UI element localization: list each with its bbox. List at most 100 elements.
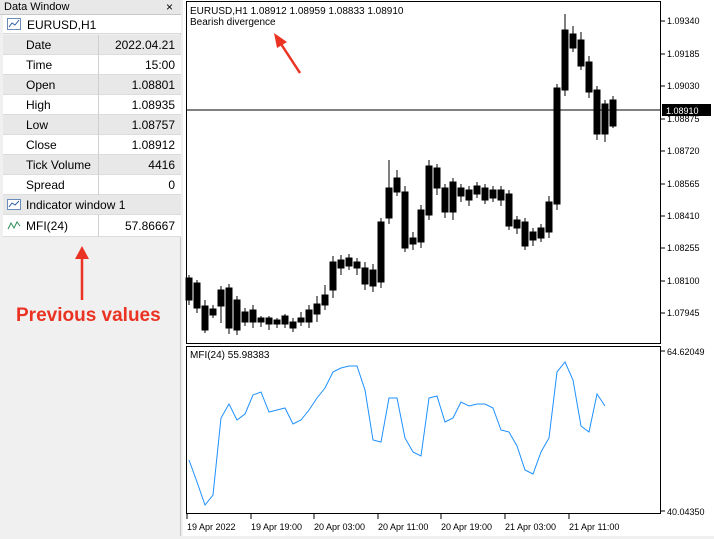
candle-body [225, 287, 233, 329]
row-value: 1.08757 [131, 118, 175, 132]
price-tick: 1.08875 [667, 114, 700, 124]
divergence-arrow [274, 33, 302, 74]
mfi-line [188, 361, 606, 507]
candle-body [585, 61, 593, 93]
candle-body [393, 177, 401, 193]
candle-body [577, 39, 585, 67]
column-divider [98, 115, 99, 135]
chart-area[interactable]: EURUSD,H1 1.08912 1.08959 1.08833 1.0891… [183, 0, 714, 536]
candle-body [409, 237, 417, 245]
main-chart-info: EURUSD,H1 1.08912 1.08959 1.08833 1.0891… [190, 6, 404, 17]
indicator-window-row: Indicator window 1 [3, 195, 181, 215]
candle-body [441, 187, 449, 213]
candle-body [513, 219, 521, 229]
row-label: High [26, 98, 51, 112]
candle-body [593, 89, 601, 135]
column-divider [98, 95, 99, 115]
price-tick: 1.09340 [667, 16, 700, 26]
time-tick: 21 Apr 03:00 [505, 522, 556, 532]
candle-body [401, 191, 409, 249]
close-icon[interactable]: × [166, 0, 174, 14]
time-tick: 20 Apr 03:00 [314, 522, 365, 532]
price-tick: 1.08720 [667, 146, 700, 156]
candle-body [209, 308, 217, 316]
data-row-close: Close 1.08912 [3, 135, 181, 155]
candle-body [537, 227, 545, 239]
time-tick: 19 Apr 19:00 [251, 522, 302, 532]
candle-body [193, 282, 201, 309]
candle-body [281, 315, 289, 325]
candle-body [257, 317, 265, 323]
data-row-date: Date 2022.04.21 [3, 35, 181, 55]
candle-body [305, 309, 313, 323]
candle-body [217, 289, 225, 307]
price-tick: 1.09030 [667, 81, 700, 91]
mfi-min-label: 40.04350 [667, 507, 705, 517]
mfi-label: MFI(24) [26, 219, 68, 233]
candle-body [265, 317, 273, 325]
candle-body [433, 167, 441, 189]
data-row-open: Open 1.08801 [3, 75, 181, 95]
candle-body [473, 185, 481, 195]
candle-body [273, 319, 281, 325]
candle-body [561, 29, 569, 91]
candle-body [377, 221, 385, 283]
candle-body [545, 201, 553, 233]
candle-body [289, 321, 297, 329]
candle-body [297, 317, 305, 323]
mfi-value: 57.86667 [124, 219, 175, 233]
candle-body [385, 187, 393, 219]
chart-icon [7, 199, 21, 213]
candle-body [521, 221, 529, 247]
row-label: Open [26, 78, 56, 92]
candle-body [313, 303, 321, 315]
price-tick: 1.08255 [667, 243, 700, 253]
symbol-row: EURUSD,H1 [3, 15, 181, 34]
mfi-row: MFI(24) 57.86667 [3, 215, 181, 237]
time-tick: 21 Apr 11:00 [569, 522, 619, 532]
row-value: 1.08935 [131, 98, 175, 112]
column-divider [98, 155, 99, 175]
bearish-divergence-label: Bearish divergence [190, 17, 276, 28]
column-divider [98, 55, 99, 75]
data-row-spread: Spread 0 [3, 175, 181, 195]
column-divider [98, 215, 99, 237]
candle-body [465, 189, 473, 201]
candle-body [361, 267, 369, 285]
main-chart-frame [186, 1, 661, 344]
candle-body [337, 259, 345, 269]
candle-body [529, 231, 537, 241]
previous-values-annotation: Previous values [16, 305, 161, 326]
data-window-title: Data Window [4, 1, 70, 13]
row-value: 15:00 [144, 58, 175, 72]
data-window-panel: Data Window × EURUSD,H1 Date 2022.04.21 … [0, 0, 181, 536]
data-row-low: Low 1.08757 [3, 115, 181, 135]
row-label: Date [26, 38, 52, 52]
candle-body [345, 257, 353, 267]
chart-canvas[interactable]: EURUSD,H1 1.08912 1.08959 1.08833 1.0891… [183, 0, 714, 536]
candle-body [449, 181, 457, 213]
mfi-max-label: 64.62049 [667, 347, 705, 357]
time-tick: 19 Apr 2022 [187, 522, 236, 532]
candle-body [481, 187, 489, 201]
candle-body [505, 193, 513, 227]
candle-body [417, 209, 425, 243]
symbol-label: EURUSD,H1 [27, 18, 97, 32]
candle-body [353, 261, 361, 269]
candle-body [321, 294, 329, 306]
indicator-window-label: Indicator window 1 [26, 198, 126, 212]
time-tick: 20 Apr 11:00 [378, 522, 428, 532]
candle-body [489, 189, 497, 199]
candle-body [185, 277, 193, 301]
data-window-titlebar: Data Window × [0, 0, 181, 15]
candle-body [497, 189, 505, 201]
candle-body [609, 99, 617, 127]
time-tick: 20 Apr 19:00 [441, 522, 492, 532]
data-row-time: Time 15:00 [3, 55, 181, 75]
candle-body [249, 309, 257, 323]
data-row-tick-volume: Tick Volume 4416 [3, 155, 181, 175]
row-label: Spread [26, 178, 65, 192]
column-divider [98, 135, 99, 155]
current-price-tag [662, 104, 711, 116]
candle-body [553, 87, 561, 205]
